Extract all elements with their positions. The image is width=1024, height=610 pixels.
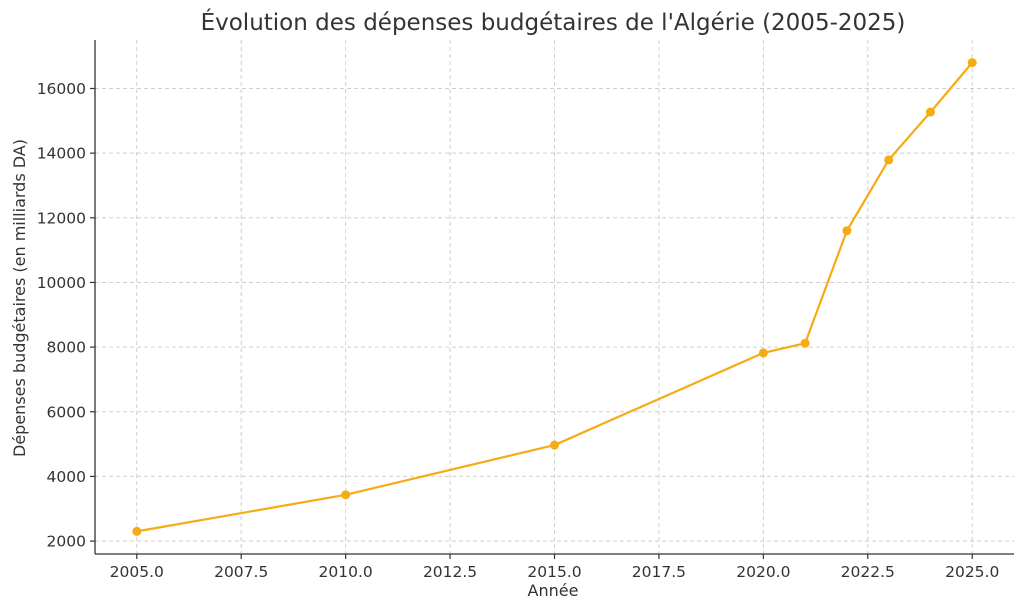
- series-group: [132, 58, 977, 536]
- data-point: [842, 226, 852, 236]
- x-tick-label: 2012.5: [423, 563, 477, 581]
- grid-lines: [95, 40, 1014, 554]
- x-tick-label: 2007.5: [214, 563, 268, 581]
- y-tick-label: 14000: [37, 145, 86, 163]
- x-axis-ticks: 2005.0 2007.5 2010.0 2012.5 2015.0 2017.5 2020…: [110, 554, 999, 581]
- y-tick-label: 2000: [47, 533, 86, 551]
- y-tick-label: 16000: [37, 80, 86, 98]
- data-point: [884, 155, 894, 165]
- x-tick-label: 2020.0: [736, 563, 790, 581]
- x-tick-label: 2025.0: [945, 563, 999, 581]
- data-point: [967, 58, 977, 68]
- y-tick-label: 10000: [37, 274, 86, 292]
- x-tick-label: 2022.5: [841, 563, 895, 581]
- y-tick-label: 8000: [47, 339, 86, 357]
- data-point: [758, 348, 768, 358]
- data-point: [800, 338, 810, 348]
- y-axis-ticks: 2000 4000 6000 8000 10000 12000 14000 16000: [37, 80, 95, 551]
- chart-title: Évolution des dépenses budgétaires de l'…: [201, 8, 906, 36]
- data-point: [132, 526, 142, 536]
- y-tick-label: 6000: [47, 403, 86, 421]
- x-tick-label: 2017.5: [632, 563, 686, 581]
- x-tick-label: 2010.0: [319, 563, 373, 581]
- y-tick-label: 4000: [47, 468, 86, 486]
- data-point: [925, 107, 935, 117]
- y-axis-label: Dépenses budgétaires (en milliards DA): [10, 139, 29, 457]
- x-tick-label: 2015.0: [527, 563, 581, 581]
- data-point: [341, 490, 351, 500]
- x-tick-label: 2005.0: [110, 563, 164, 581]
- y-tick-label: 12000: [37, 209, 86, 227]
- x-axis-label: Année: [528, 581, 579, 600]
- data-point: [550, 440, 559, 450]
